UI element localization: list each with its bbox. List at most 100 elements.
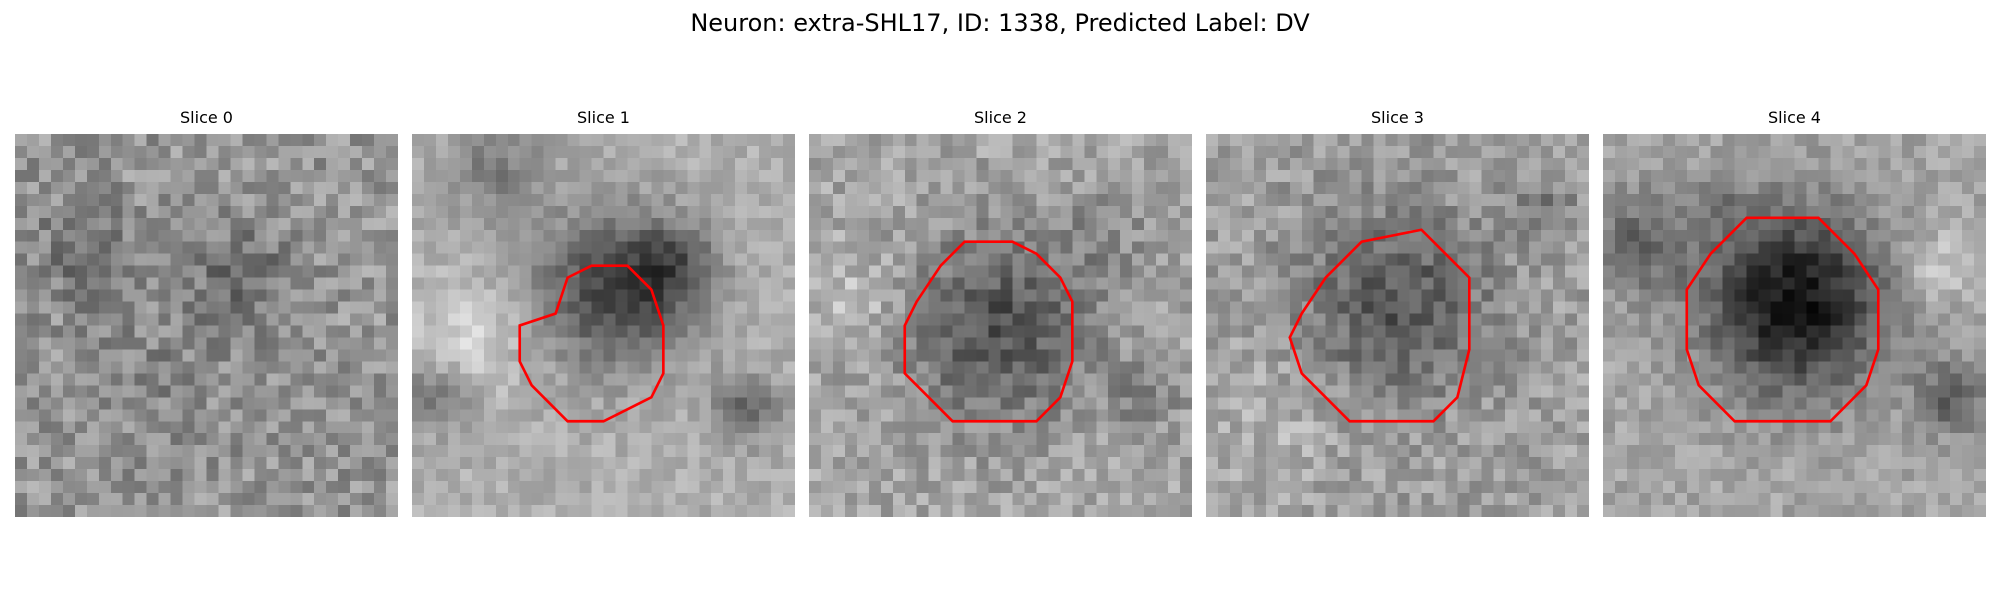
pixel (699, 157, 712, 171)
pixel (1830, 349, 1843, 363)
pixel (1577, 205, 1589, 219)
pixel (1650, 397, 1664, 410)
pixel (1060, 457, 1073, 470)
pixel (15, 325, 28, 339)
pixel (1108, 253, 1121, 267)
pixel (603, 265, 617, 279)
pixel (1229, 481, 1243, 494)
pixel (1144, 505, 1157, 517)
pixel (338, 181, 351, 195)
pixel (1206, 265, 1219, 279)
pixel (1445, 433, 1458, 446)
pixel (50, 134, 64, 147)
pixel (206, 397, 220, 410)
pixel (1168, 241, 1181, 255)
pixel (567, 229, 581, 243)
pixel (98, 241, 112, 255)
pixel (976, 301, 990, 315)
pixel (904, 361, 918, 374)
pixel (38, 457, 52, 470)
pixel (230, 325, 244, 339)
pixel (1710, 217, 1724, 231)
pixel (412, 289, 425, 303)
pixel (1962, 169, 1975, 183)
pixel (86, 217, 100, 231)
pixel (639, 349, 652, 363)
pixel (26, 289, 40, 303)
pixel (880, 157, 894, 171)
pixel (1734, 373, 1748, 386)
pixel (1120, 229, 1133, 243)
pixel (1168, 385, 1181, 398)
pixel (1782, 313, 1796, 327)
pixel (699, 169, 712, 183)
pixel (1445, 373, 1458, 386)
pixel (1217, 493, 1231, 506)
pixel (1445, 313, 1458, 327)
pixel (940, 373, 954, 386)
pixel (759, 205, 772, 219)
pixel (1313, 325, 1327, 339)
pixel (1409, 169, 1423, 183)
pixel (1084, 469, 1097, 482)
pixel (194, 481, 208, 494)
pixel (976, 481, 990, 494)
pixel (904, 457, 918, 470)
pixel (194, 253, 208, 267)
pixel (290, 157, 303, 171)
pixel (1397, 253, 1411, 267)
pixel (1782, 277, 1796, 291)
pixel (1072, 134, 1085, 147)
pixel (290, 289, 303, 303)
pixel (1638, 134, 1652, 147)
pixel (218, 385, 232, 398)
pixel (1385, 409, 1399, 422)
pixel (170, 397, 184, 410)
pixel (242, 397, 255, 410)
pixel (1048, 325, 1061, 339)
pixel (1084, 157, 1097, 171)
pixel (1830, 277, 1843, 291)
pixel (1806, 433, 1820, 446)
pixel (50, 373, 64, 386)
pixel (1493, 181, 1506, 195)
pixel (1156, 157, 1169, 171)
pixel (904, 157, 918, 171)
pixel (952, 421, 966, 434)
pixel (1854, 421, 1867, 434)
pixel (856, 445, 870, 458)
pixel (531, 433, 545, 446)
pixel (1902, 157, 1915, 171)
pixel (412, 457, 425, 470)
pixel (1962, 409, 1975, 422)
pixel (1674, 289, 1688, 303)
pixel (916, 157, 930, 171)
pixel (531, 301, 545, 315)
pixel (1217, 193, 1231, 207)
pixel (627, 457, 641, 470)
pixel (146, 349, 160, 363)
pixel (182, 397, 196, 410)
pixel (326, 193, 339, 207)
pixel (675, 289, 688, 303)
pixel (880, 181, 894, 195)
pixel (1217, 301, 1231, 315)
pixel (170, 325, 184, 339)
pixel (1048, 301, 1061, 315)
pixel (1818, 397, 1832, 410)
pixel (1806, 241, 1820, 255)
pixel (1746, 289, 1760, 303)
pixel (314, 481, 327, 494)
pixel (916, 397, 930, 410)
pixel (615, 433, 629, 446)
pixel (1229, 241, 1243, 255)
pixel (1806, 421, 1820, 434)
pixel (1565, 277, 1578, 291)
pixel (880, 241, 894, 255)
pixel (892, 193, 906, 207)
pixel (278, 493, 291, 506)
pixel (483, 457, 497, 470)
pixel (459, 193, 473, 207)
pixel (783, 193, 795, 207)
pixel (1108, 229, 1121, 243)
